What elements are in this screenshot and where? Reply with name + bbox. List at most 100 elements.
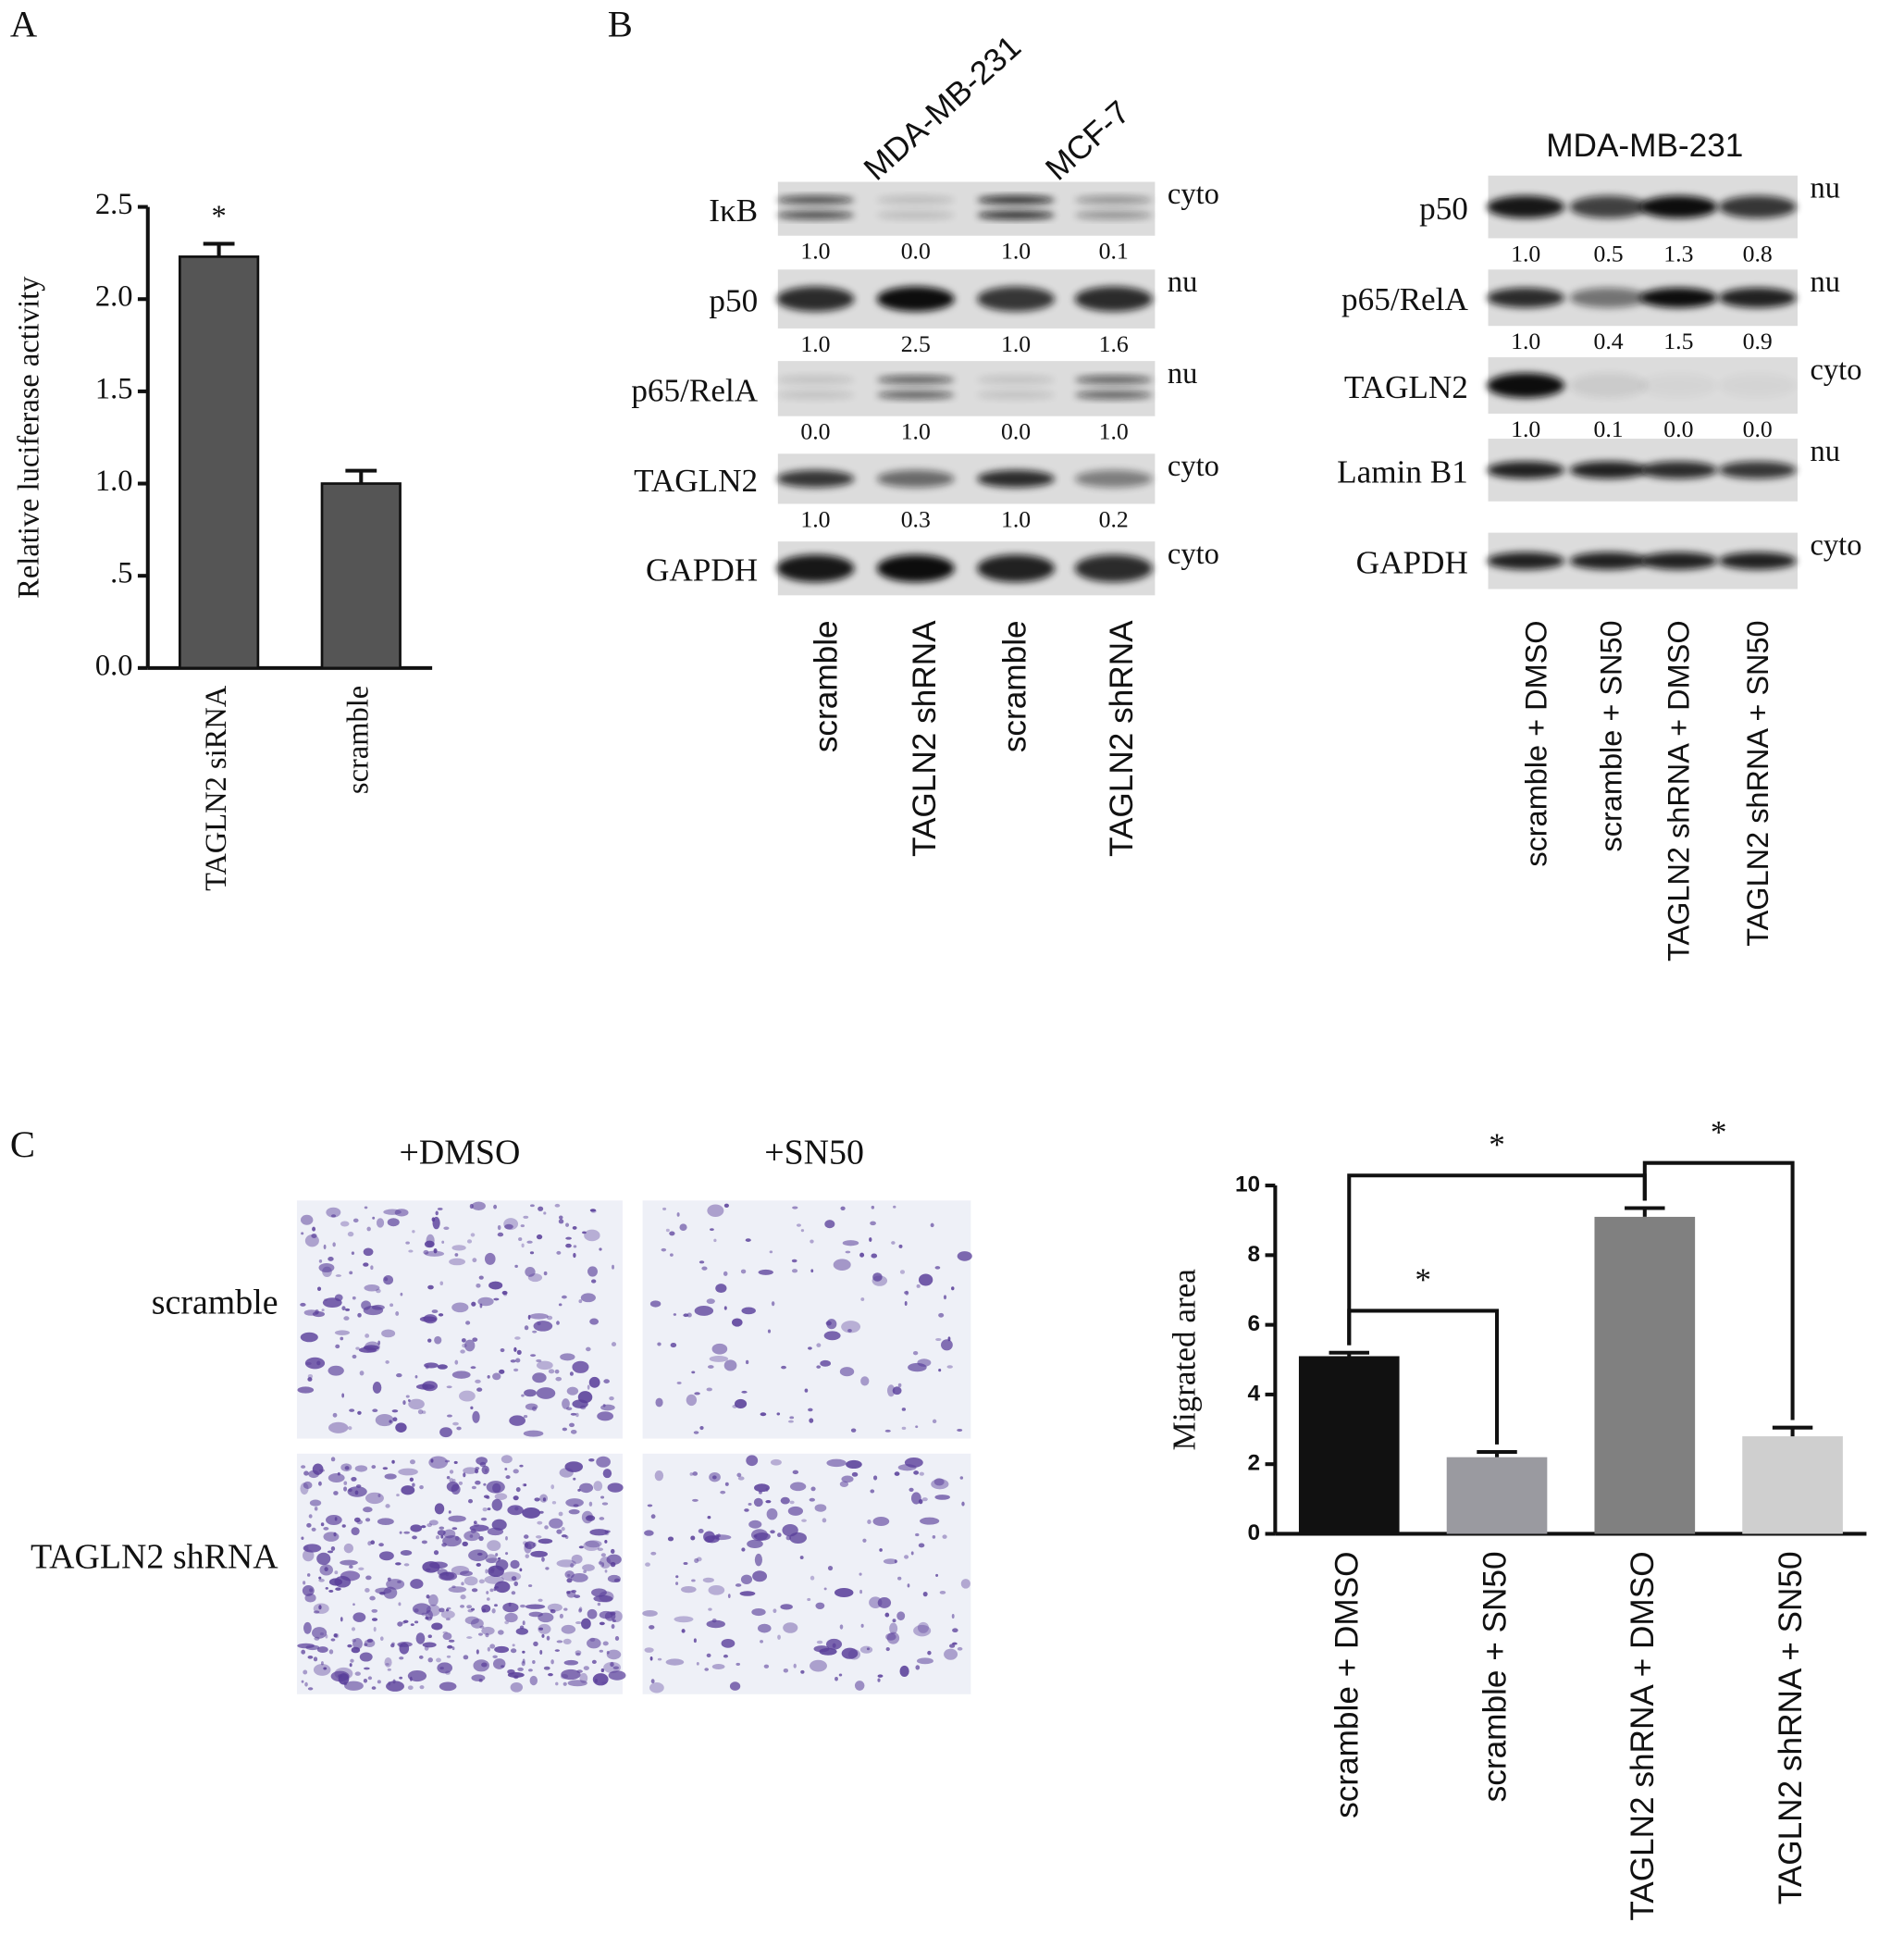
cell [359, 1652, 373, 1662]
cell [582, 1231, 587, 1234]
cell [833, 1259, 851, 1272]
cell [691, 1579, 696, 1582]
cell [839, 1624, 844, 1630]
cell [872, 1517, 890, 1526]
cell [394, 1209, 409, 1217]
cell [485, 1468, 488, 1473]
cell [740, 1269, 747, 1274]
band [1074, 554, 1153, 583]
cell [871, 1253, 878, 1259]
cell [693, 1638, 697, 1644]
cell [449, 1258, 465, 1266]
cell [869, 1237, 872, 1242]
cell [541, 1633, 545, 1638]
cell [827, 1565, 834, 1571]
cell [918, 1273, 933, 1286]
cell [527, 1272, 543, 1283]
cell [558, 1511, 563, 1517]
cell [522, 1620, 525, 1626]
cell-line-label: MDA-MB-231 [1546, 128, 1743, 164]
band [977, 195, 1056, 205]
cell [311, 1234, 317, 1239]
protein-label: IκB [709, 192, 758, 229]
cell [559, 1613, 563, 1619]
cell [903, 1291, 909, 1295]
cell [407, 1685, 414, 1691]
cell [957, 1646, 963, 1651]
cell-line-label: MDA-MB-231 [858, 29, 1028, 188]
cell [490, 1567, 495, 1572]
cell [513, 1469, 519, 1474]
band [1487, 461, 1565, 479]
cell [334, 1576, 352, 1588]
band [1074, 210, 1153, 220]
cell [870, 1221, 876, 1226]
cell [588, 1501, 593, 1507]
cell [463, 1655, 469, 1660]
fraction-label: cyto [1168, 178, 1219, 211]
cell [820, 1359, 832, 1367]
cell [451, 1371, 471, 1379]
cell [462, 1541, 468, 1546]
cell [493, 1297, 500, 1301]
cell [744, 1508, 749, 1512]
cell [462, 1343, 467, 1348]
cell [352, 1612, 366, 1622]
cell [897, 1383, 902, 1387]
bar [1298, 1356, 1400, 1534]
cell [460, 1594, 466, 1600]
cell [560, 1673, 569, 1680]
cell [383, 1274, 394, 1285]
cell [384, 1656, 392, 1668]
cell [306, 1522, 312, 1528]
cell [347, 1231, 354, 1237]
cell [311, 1527, 316, 1532]
cell [901, 1408, 907, 1411]
quantification: 1.0 [1511, 328, 1540, 354]
cell [305, 1644, 320, 1651]
quantification: 1.0 [800, 238, 830, 265]
cell [952, 1642, 958, 1645]
annotation: * [1489, 1127, 1505, 1163]
blot-strip [777, 181, 1156, 236]
cell [363, 1305, 384, 1316]
cell [816, 1365, 822, 1369]
cell [934, 1495, 950, 1500]
cell [754, 1483, 770, 1493]
cell [654, 1470, 664, 1482]
cell [303, 1581, 306, 1585]
cell [489, 1569, 495, 1574]
band [1639, 552, 1718, 570]
cell [328, 1365, 344, 1376]
cell [476, 1563, 481, 1568]
cell [466, 1239, 473, 1244]
cell [369, 1595, 376, 1601]
cell [319, 1564, 333, 1576]
cell [493, 1204, 498, 1209]
band [977, 554, 1056, 583]
cell [487, 1527, 504, 1536]
cell [808, 1408, 813, 1412]
cell [314, 1636, 320, 1641]
cell [365, 1334, 370, 1338]
cell [558, 1219, 564, 1224]
cell [395, 1311, 400, 1316]
quantification: 0.0 [901, 238, 931, 265]
cell [313, 1663, 331, 1676]
cell [523, 1415, 528, 1419]
cell [554, 1203, 561, 1208]
cell [417, 1409, 424, 1415]
cell [448, 1510, 451, 1514]
cell [551, 1500, 557, 1505]
cell [542, 1497, 547, 1502]
cell [527, 1584, 533, 1587]
annotation: * [211, 200, 226, 233]
cell [485, 1554, 497, 1564]
cell [327, 1550, 334, 1554]
band [776, 554, 855, 583]
cell [838, 1673, 843, 1677]
cell [754, 1532, 771, 1541]
cell [387, 1218, 400, 1227]
cell [352, 1603, 355, 1606]
